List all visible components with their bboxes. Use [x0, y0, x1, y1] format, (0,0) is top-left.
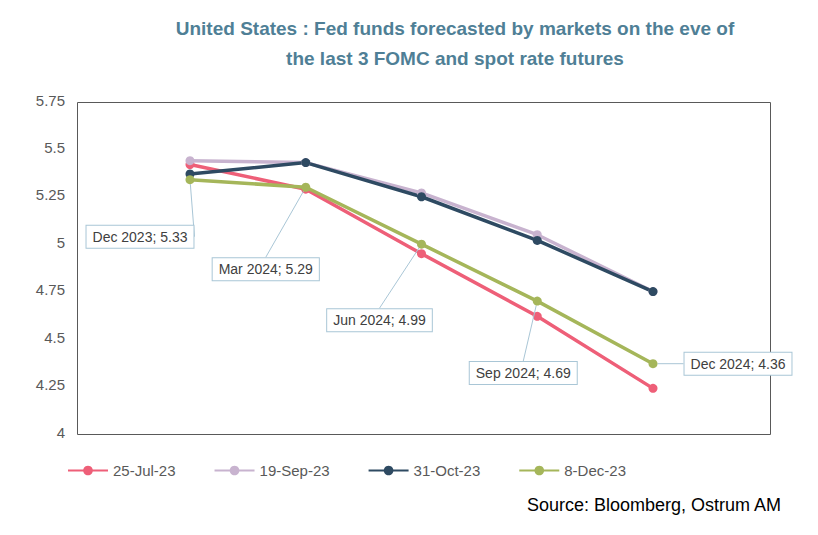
svg-text:Jun 2024; 4.99: Jun 2024; 4.99 [333, 312, 426, 328]
svg-text:25-Jul-23: 25-Jul-23 [113, 462, 176, 479]
svg-text:4.75: 4.75 [36, 281, 65, 298]
svg-text:5.5: 5.5 [44, 139, 65, 156]
svg-text:8-Dec-23: 8-Dec-23 [564, 462, 626, 479]
svg-text:United States : Fed funds fore: United States : Fed funds forecasted by … [176, 18, 735, 39]
svg-text:Dec 2024; 4.36: Dec 2024; 4.36 [691, 356, 786, 372]
svg-text:the last 3 FOMC and spot rate: the last 3 FOMC and spot rate futures [286, 48, 624, 69]
svg-text:4: 4 [57, 424, 65, 441]
svg-text:4.25: 4.25 [36, 376, 65, 393]
svg-text:Source: Bloomberg, Ostrum AM: Source: Bloomberg, Ostrum AM [527, 495, 781, 515]
svg-text:4.5: 4.5 [44, 329, 65, 346]
svg-text:5: 5 [57, 234, 65, 251]
svg-text:Mar 2024; 5.29: Mar 2024; 5.29 [219, 261, 313, 277]
svg-text:31-Oct-23: 31-Oct-23 [414, 462, 481, 479]
svg-text:Sep 2024; 4.69: Sep 2024; 4.69 [476, 365, 571, 381]
svg-text:Dec 2023; 5.33: Dec 2023; 5.33 [93, 229, 188, 245]
svg-text:5.75: 5.75 [36, 92, 65, 109]
svg-text:5.25: 5.25 [36, 186, 65, 203]
svg-text:19-Sep-23: 19-Sep-23 [260, 462, 330, 479]
